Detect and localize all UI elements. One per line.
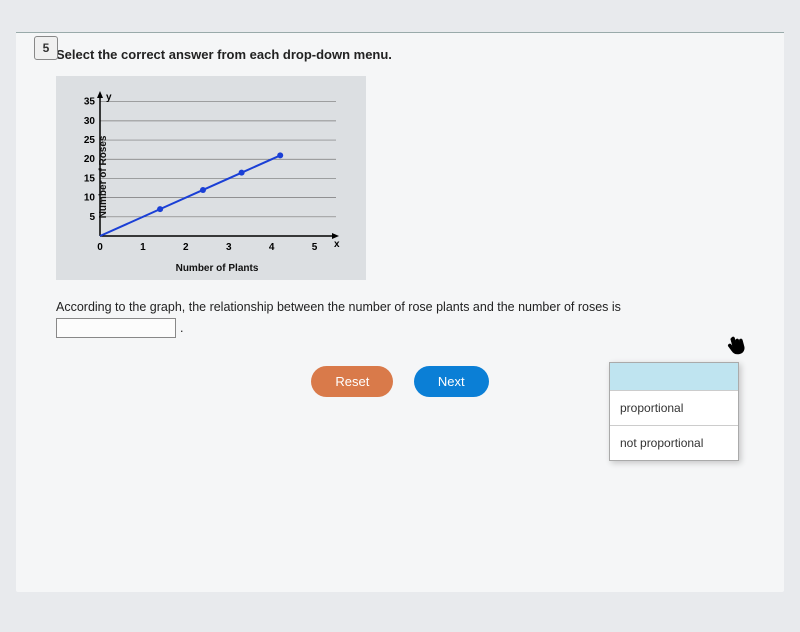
svg-text:x: x bbox=[334, 239, 340, 250]
answer-dropdown[interactable] bbox=[56, 318, 176, 338]
svg-text:25: 25 bbox=[84, 135, 96, 146]
question-page: 5 Select the correct answer from each dr… bbox=[16, 32, 784, 592]
content-area: Select the correct answer from each drop… bbox=[16, 33, 784, 411]
svg-text:20: 20 bbox=[84, 154, 96, 165]
chart-xlabel: Number of Plants bbox=[86, 263, 348, 274]
dropdown-option-proportional[interactable]: proportional bbox=[610, 391, 738, 426]
chart-ylabel: Number of Roses bbox=[98, 136, 109, 219]
instruction-text: Select the correct answer from each drop… bbox=[56, 47, 744, 62]
next-button[interactable]: Next bbox=[414, 366, 489, 397]
dropdown-option-not-proportional[interactable]: not proportional bbox=[610, 426, 738, 460]
chart-container: Number of Roses 5 10 15 20 25 30 35 y x 0 1 2 3 4 5 Nu… bbox=[56, 76, 366, 280]
period: . bbox=[180, 321, 183, 335]
svg-text:30: 30 bbox=[84, 116, 96, 127]
question-number-badge: 5 bbox=[34, 36, 58, 60]
dropdown-menu[interactable]: proportional not proportional bbox=[609, 362, 739, 461]
reset-button[interactable]: Reset bbox=[311, 366, 393, 397]
question-sentence: According to the graph, the relationship… bbox=[56, 300, 744, 338]
svg-text:3: 3 bbox=[226, 242, 232, 253]
svg-text:4: 4 bbox=[269, 242, 275, 253]
svg-text:0: 0 bbox=[97, 242, 103, 253]
question-text-span: According to the graph, the relationship… bbox=[56, 300, 621, 314]
svg-text:2: 2 bbox=[183, 242, 189, 253]
svg-text:35: 35 bbox=[84, 97, 96, 108]
svg-text:1: 1 bbox=[140, 242, 146, 253]
svg-text:10: 10 bbox=[84, 193, 96, 204]
svg-text:5: 5 bbox=[312, 242, 318, 253]
svg-text:y: y bbox=[106, 92, 112, 103]
svg-text:15: 15 bbox=[84, 173, 96, 184]
dropdown-option-blank[interactable] bbox=[610, 363, 738, 391]
svg-text:5: 5 bbox=[89, 212, 95, 223]
